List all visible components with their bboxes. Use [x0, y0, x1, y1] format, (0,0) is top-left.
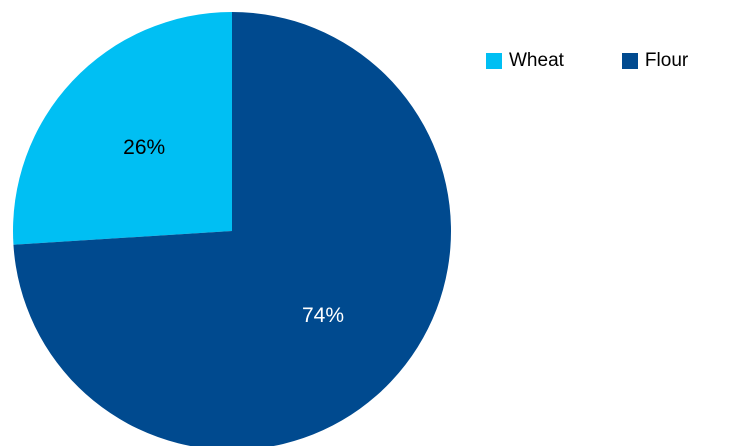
legend-swatch-wheat [486, 53, 502, 69]
legend-label-wheat: Wheat [509, 50, 564, 71]
pie-slice-flour [13, 12, 451, 446]
legend-label-flour: Flour [644, 50, 689, 71]
legend-item-wheat: Wheat [486, 50, 564, 72]
legend: Wheat Flour [486, 50, 688, 72]
pie-label-wheat: 26% [123, 136, 165, 159]
legend-item-flour: Flour [621, 50, 689, 72]
pie-label-flour: 74% [302, 304, 344, 327]
legend-swatch-flour [621, 53, 638, 69]
pie-slice-wheat [12, 12, 233, 245]
